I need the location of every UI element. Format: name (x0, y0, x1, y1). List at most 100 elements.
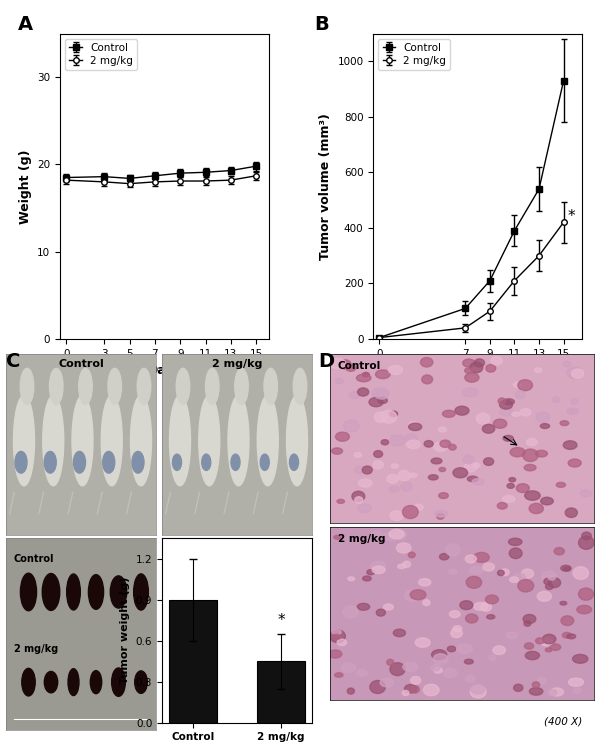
Ellipse shape (470, 684, 485, 694)
Ellipse shape (329, 650, 342, 658)
Ellipse shape (103, 451, 115, 473)
Ellipse shape (571, 399, 578, 405)
Text: *: * (567, 209, 575, 224)
Ellipse shape (112, 668, 125, 697)
Ellipse shape (376, 370, 390, 378)
Ellipse shape (20, 573, 37, 611)
Ellipse shape (465, 368, 472, 373)
Ellipse shape (535, 450, 547, 457)
Ellipse shape (330, 630, 346, 643)
Ellipse shape (567, 408, 577, 414)
Ellipse shape (550, 688, 563, 696)
Text: 2 mg/kg: 2 mg/kg (212, 359, 262, 370)
Ellipse shape (518, 580, 533, 592)
Ellipse shape (235, 368, 248, 405)
Ellipse shape (290, 454, 299, 470)
Ellipse shape (524, 464, 536, 471)
Ellipse shape (493, 646, 505, 655)
Ellipse shape (509, 548, 522, 559)
Ellipse shape (371, 531, 382, 537)
Ellipse shape (415, 638, 430, 647)
Ellipse shape (463, 455, 474, 463)
Ellipse shape (403, 662, 418, 671)
Ellipse shape (525, 651, 539, 659)
Ellipse shape (431, 650, 447, 659)
Ellipse shape (371, 561, 386, 570)
Ellipse shape (568, 459, 581, 467)
Ellipse shape (514, 574, 526, 583)
Ellipse shape (545, 648, 552, 652)
Ellipse shape (387, 475, 398, 484)
Ellipse shape (410, 590, 426, 600)
Ellipse shape (409, 552, 415, 558)
Ellipse shape (424, 684, 439, 696)
Ellipse shape (548, 690, 557, 696)
Ellipse shape (509, 478, 515, 482)
Ellipse shape (481, 602, 491, 612)
Ellipse shape (548, 578, 560, 588)
Ellipse shape (540, 496, 550, 504)
Ellipse shape (378, 397, 388, 404)
Ellipse shape (362, 466, 372, 474)
Ellipse shape (567, 634, 575, 638)
Ellipse shape (409, 423, 422, 431)
Ellipse shape (548, 575, 556, 580)
Ellipse shape (541, 498, 553, 505)
Ellipse shape (228, 396, 249, 486)
Ellipse shape (389, 486, 400, 492)
Ellipse shape (374, 451, 383, 457)
Ellipse shape (483, 563, 494, 571)
Ellipse shape (464, 463, 478, 472)
Ellipse shape (542, 634, 556, 644)
Ellipse shape (526, 439, 537, 446)
Ellipse shape (464, 659, 473, 664)
Ellipse shape (491, 357, 502, 365)
Ellipse shape (503, 399, 514, 405)
Ellipse shape (567, 367, 582, 378)
Ellipse shape (260, 454, 269, 470)
Ellipse shape (463, 387, 478, 397)
Ellipse shape (536, 638, 544, 644)
FancyArrowPatch shape (10, 492, 14, 514)
Ellipse shape (516, 484, 529, 492)
Ellipse shape (332, 448, 343, 454)
Ellipse shape (423, 600, 430, 606)
Ellipse shape (335, 378, 343, 384)
Ellipse shape (552, 397, 560, 402)
Ellipse shape (337, 499, 344, 504)
Ellipse shape (170, 396, 191, 486)
Ellipse shape (411, 676, 421, 684)
Ellipse shape (493, 419, 507, 428)
Ellipse shape (403, 506, 418, 519)
Ellipse shape (131, 396, 151, 486)
Ellipse shape (390, 411, 398, 416)
Ellipse shape (381, 440, 389, 445)
Ellipse shape (486, 364, 496, 372)
Ellipse shape (437, 513, 444, 519)
Ellipse shape (578, 536, 594, 549)
Ellipse shape (407, 440, 420, 448)
Ellipse shape (388, 365, 403, 375)
FancyArrowPatch shape (253, 492, 258, 514)
Ellipse shape (202, 454, 211, 470)
Ellipse shape (556, 482, 566, 487)
Ellipse shape (367, 570, 374, 574)
Ellipse shape (563, 567, 571, 571)
Ellipse shape (335, 432, 349, 441)
Ellipse shape (554, 548, 565, 555)
Ellipse shape (231, 454, 240, 470)
Ellipse shape (362, 576, 371, 581)
Ellipse shape (383, 533, 394, 539)
Ellipse shape (545, 584, 553, 589)
Ellipse shape (498, 398, 506, 404)
Text: 2 mg/kg: 2 mg/kg (14, 644, 58, 654)
Ellipse shape (72, 396, 93, 486)
Ellipse shape (535, 368, 542, 372)
Ellipse shape (91, 670, 101, 694)
Ellipse shape (44, 451, 56, 473)
Ellipse shape (15, 451, 27, 473)
Ellipse shape (506, 633, 518, 638)
FancyArrowPatch shape (39, 492, 44, 514)
Ellipse shape (448, 569, 457, 574)
Ellipse shape (573, 567, 589, 580)
